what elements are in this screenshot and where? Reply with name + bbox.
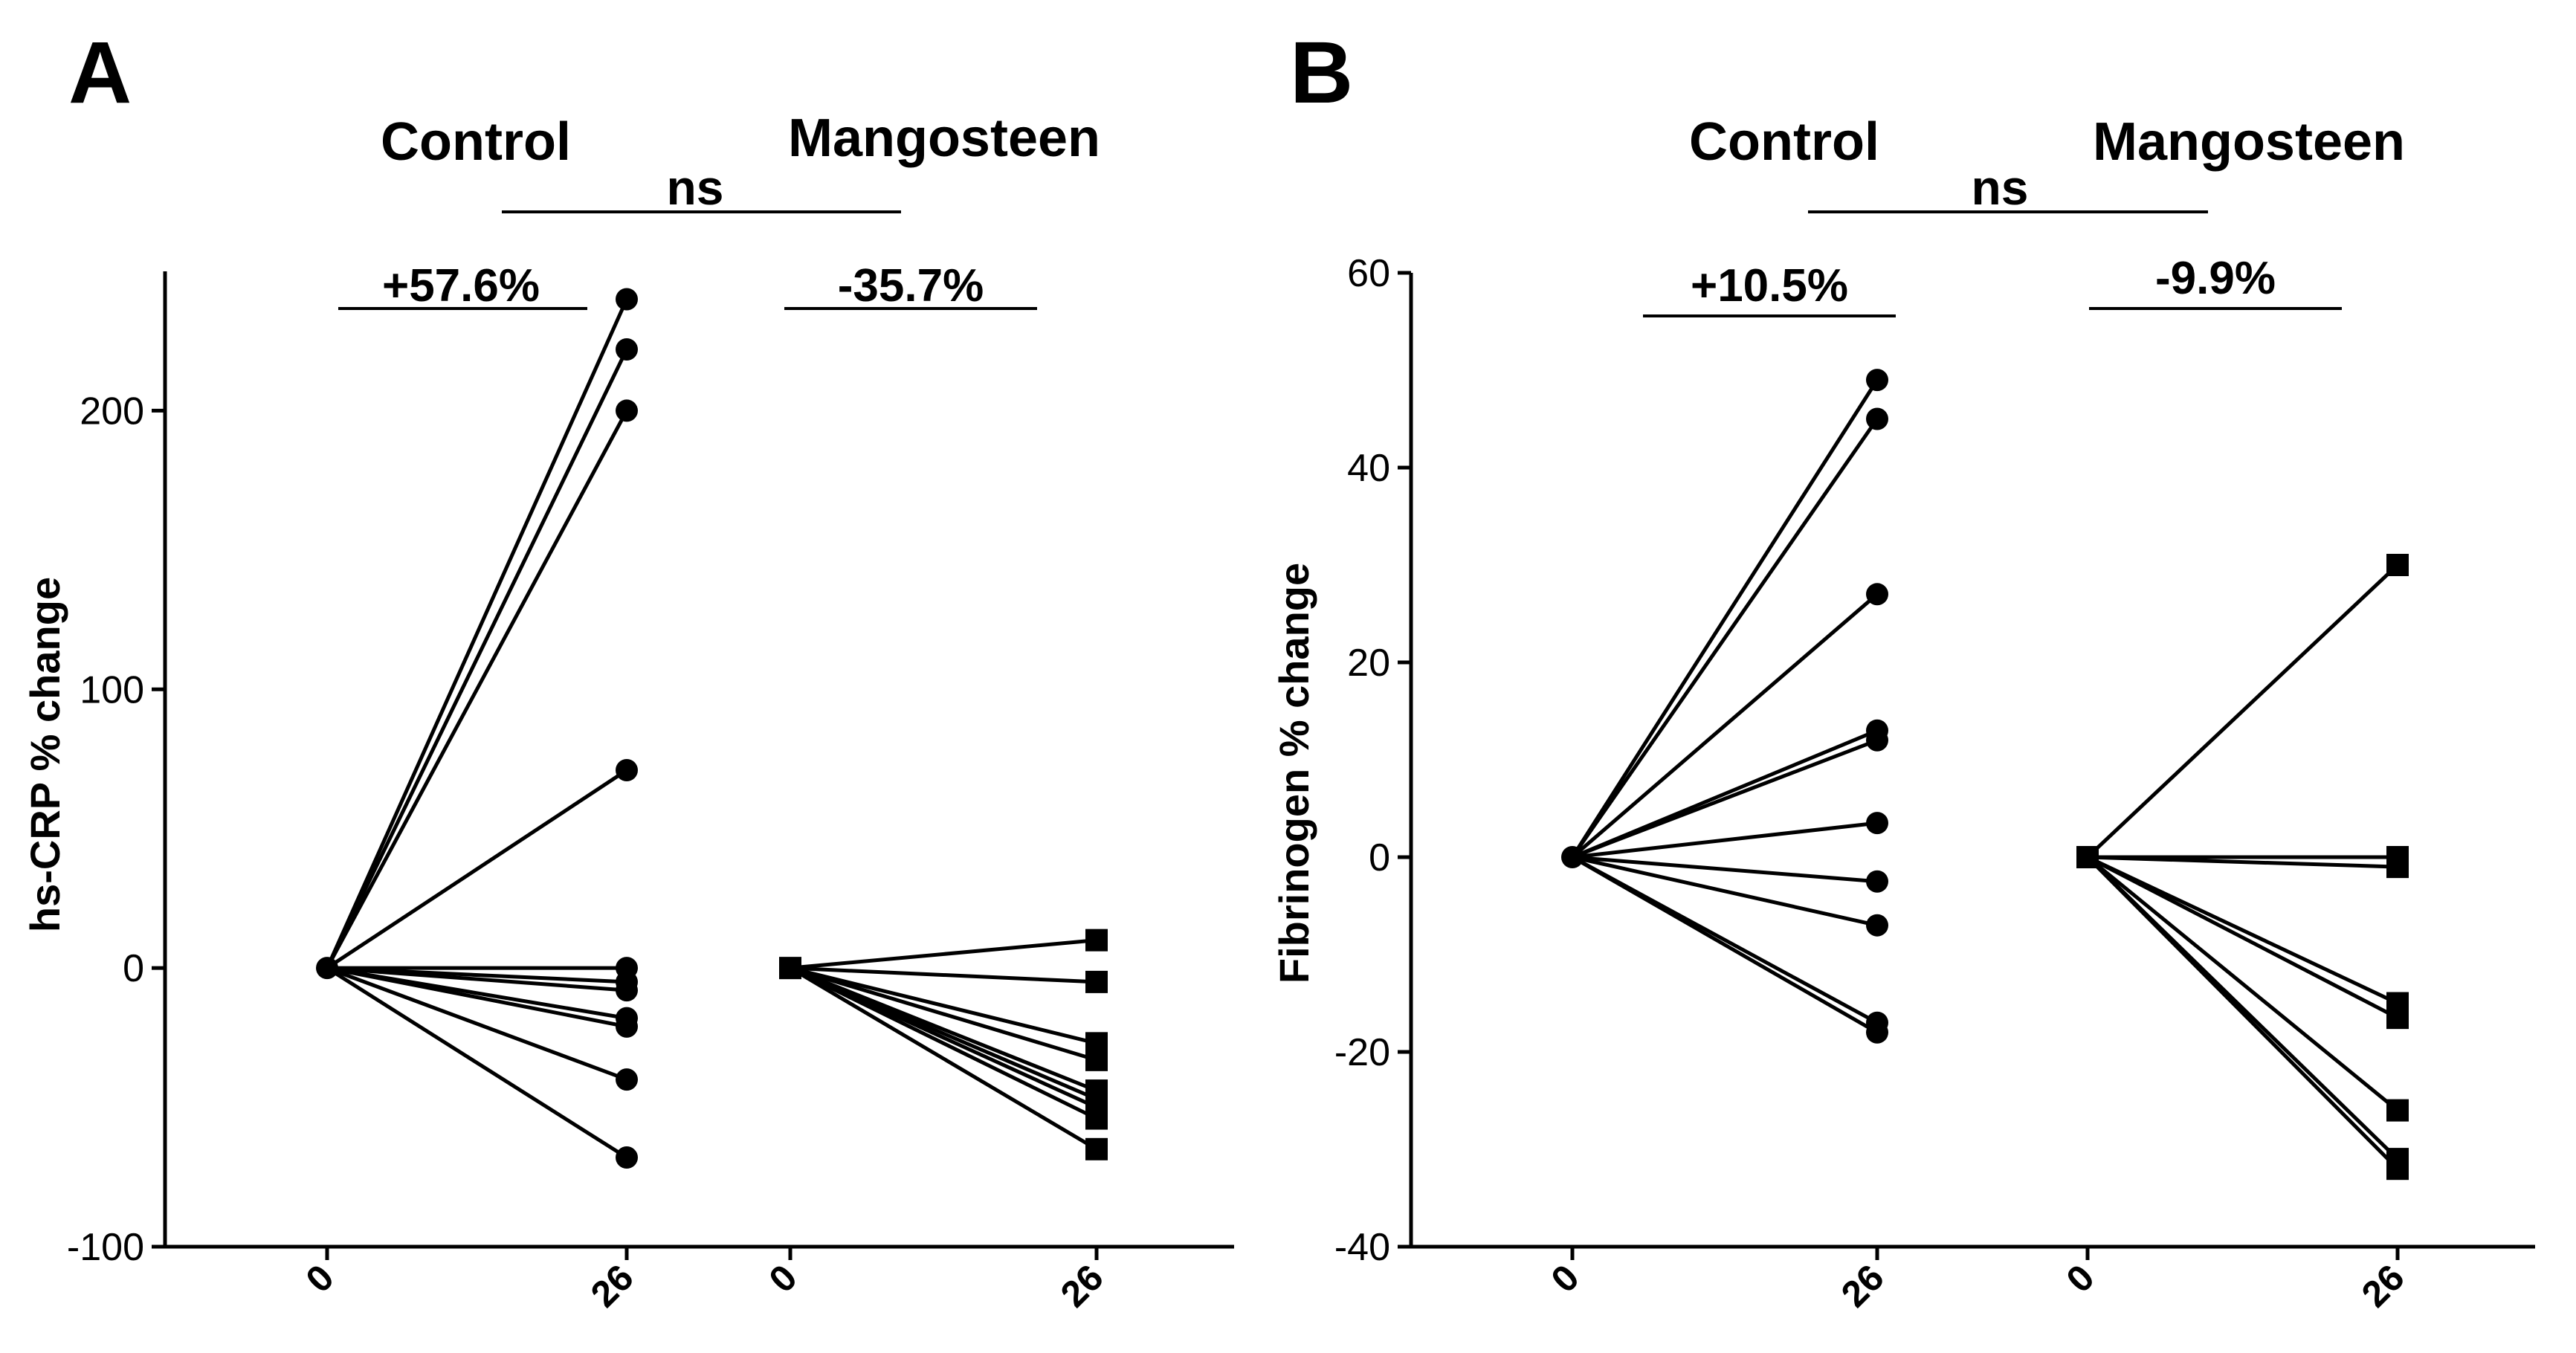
panel-a-mangosteen-annotation: -35.7% [838,260,984,311]
panel-a-control-series-line [325,348,629,969]
panel-a-control-end-point [616,399,638,422]
panel-a-y-tick-label: 100 [80,668,144,711]
panel-b-x-tick-label: 0 [2059,1256,2102,1300]
panel-a-mangosteen-series-line [789,966,1098,1120]
panel-b-control-end-point [1866,914,1888,937]
panel-b-mangosteen-end-point [2386,856,2409,879]
panel-b-mangosteen-series-line [2087,855,2398,869]
panel-b-y-tick-label: 40 [1347,447,1390,490]
panel-a-control-series-line [326,966,627,1082]
panel-a: A Control Mangosteen ns +57.6% -35.7% -1… [22,24,1234,1315]
panel-b-mangosteen-series-line [2086,856,2399,1170]
panel-a-control-end-point [616,1068,638,1091]
panel-a-mangosteen-start-point [779,957,801,980]
panel-b-mangosteen-series-line [2086,855,2399,1005]
panel-a-control-series-line [326,768,628,970]
panel-b-control-series-line [1571,855,1879,1034]
panel-b-control-end-point [1866,812,1888,835]
panel-b-y-tick-label: 60 [1347,252,1390,295]
panel-a-mangosteen-end-point [1085,1048,1108,1071]
panel-a-y-tick-label: 200 [80,390,144,433]
panel-a-control-end-point [616,288,638,311]
panel-b-ns-label: ns [1971,160,2028,215]
panel-b-mangosteen-end-point [2386,1157,2409,1181]
panel-a-control-series-line [326,966,627,1029]
panel-b-control-series-line [1572,821,1878,859]
panel-a-mangosteen-end-point [1085,1107,1108,1130]
panel-a-control-end-point [616,338,638,361]
panel-b-y-tick-label: 20 [1347,642,1390,685]
panel-a-mangosteen-end-point [1085,1137,1108,1160]
panel-a-y-tick-label: 0 [123,947,144,990]
panel-b-x-tick-label: 26 [1833,1256,1892,1315]
panel-a-mangosteen-series-line [790,966,1097,1062]
panel-b-x-tick-label: 0 [1543,1256,1587,1300]
panel-b-control-series-line [1570,418,1879,859]
panel-a-axes: -100 0 100 200 0 26 0 26 [67,271,1234,1315]
panel-b-control-end-point [1866,583,1888,606]
panel-b-y-tick-label: -40 [1334,1226,1390,1269]
panel-b-y-axis-title: Fibrinogen % change [1271,563,1317,984]
panel-b-mangosteen-start-point [2076,846,2099,868]
panel-b-letter: B [1290,24,1353,122]
panel-b-control-series-line [1572,855,1878,928]
panel-a-x-tick-label: 26 [583,1256,642,1315]
panel-a-mangosteen-series-line [790,966,1097,1045]
panel-b-control-end-point [1866,1021,1888,1044]
panel-a-x-tick-label: 0 [298,1256,342,1300]
panel-b-control-end-point [1866,369,1888,392]
panel-a-control-series-line [326,966,627,992]
panel-b-control-series-line [1572,855,1878,884]
panel-b-control-label: Control [1689,112,1879,172]
panel-b-mangosteen-label: Mangosteen [2093,112,2405,172]
panel-a-y-tick-label: -100 [67,1226,144,1269]
panel-a-mangosteen-series-line [790,938,1097,970]
panel-b-control-series-line [1571,592,1879,859]
panel-a-x-tick-label: 26 [1053,1256,1111,1315]
panel-b-mangosteen-series-line [2086,855,2399,1020]
panel-a-data [316,288,1108,1169]
panel-a-control-annotation: +57.6% [382,260,540,311]
panel-a-control-label: Control [381,112,571,172]
panel-a-letter: A [68,24,132,122]
panel-b-mangosteen-end-point [2386,1099,2409,1122]
panel-a-control-start-point [316,957,338,980]
panel-b-y-tick-label: 0 [1369,836,1390,879]
panel-a-mangosteen-label: Mangosteen [788,109,1100,168]
panel-a-control-series-line [326,966,628,1160]
panel-a-mangosteen-series-line [790,966,1097,984]
panel-b-mangosteen-end-point [2386,554,2409,576]
panel-b-control-end-point [1866,407,1888,430]
panel-a-mangosteen-end-point [1085,970,1108,993]
panel-b: B Control Mangosteen ns +10.5% -9.9% -40… [1271,24,2535,1315]
panel-b-mangosteen-series-line [2086,856,2399,1112]
panel-b-mangosteen-series-line [2086,564,2399,859]
panel-a-control-end-point [616,979,638,1002]
panel-b-control-annotation: +10.5% [1691,260,1848,311]
panel-b-mangosteen-end-point [2386,1007,2409,1030]
panel-a-x-tick-label: 0 [761,1256,805,1300]
panel-a-control-end-point [616,1146,638,1169]
panel-b-control-end-point [1866,729,1888,752]
panel-b-axes: -40 -20 0 20 40 60 0 26 0 26 [1334,252,2535,1315]
panel-b-control-series-line [1572,738,1878,859]
panel-b-control-start-point [1561,846,1584,868]
panel-b-mangosteen-annotation: -9.9% [2155,253,2276,304]
panel-a-ns-label: ns [666,160,723,215]
panel-a-mangosteen-end-point [1085,929,1108,952]
panel-b-control-series-line [1570,378,1879,859]
panel-a-control-series-line [325,298,629,969]
panel-b-data [1561,369,2409,1181]
panel-a-control-end-point [616,1015,638,1038]
panel-a-control-series-line [325,410,629,969]
panel-a-y-axis-title: hs-CRP % change [22,577,68,932]
panel-b-control-end-point [1866,870,1888,893]
panel-a-mangosteen-series-line [789,966,1098,1151]
panel-a-control-end-point [616,758,638,781]
panel-b-x-tick-label: 26 [2354,1256,2412,1315]
panel-b-y-tick-label: -20 [1334,1031,1390,1074]
